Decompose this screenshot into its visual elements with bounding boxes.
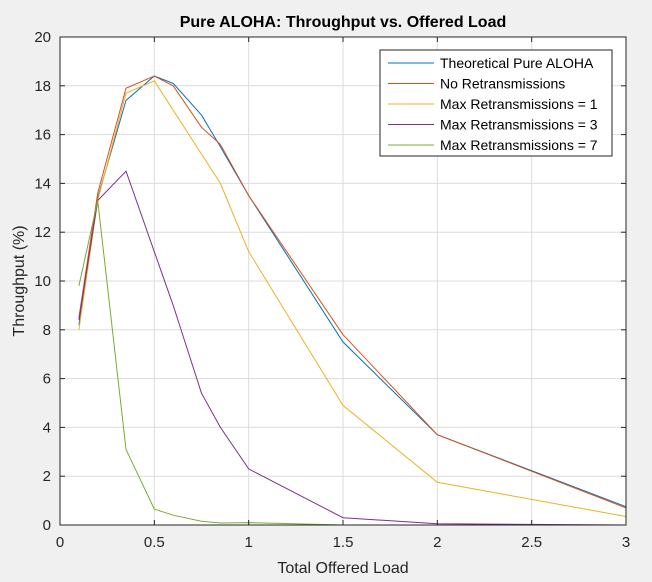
series-line-4 [78, 170, 627, 526]
y-tick-label: 16 [34, 127, 51, 144]
x-tick-label: 1 [244, 534, 252, 551]
series-line-3 [78, 80, 627, 517]
legend-label-5: Max Retransmissions = 7 [440, 137, 598, 153]
y-tick-label: 12 [34, 224, 51, 241]
y-tick-label: 0 [43, 517, 51, 534]
y-tick-label: 18 [34, 78, 51, 95]
series-lines [78, 75, 627, 526]
chart-title: Pure ALOHA: Throughput vs. Offered Load [180, 14, 507, 31]
x-tick-label: 1.5 [333, 534, 354, 551]
axis-ticks [59, 36, 627, 526]
x-axis-label: Total Offered Load [277, 560, 408, 577]
series-line-1 [78, 75, 627, 508]
legend-label-2: No Retransmissions [440, 76, 565, 92]
y-tick-label: 6 [43, 371, 51, 388]
x-tick-label: 3 [622, 534, 630, 551]
y-tick-label: 14 [34, 175, 51, 192]
legend-label-3: Max Retransmissions = 1 [440, 96, 598, 112]
legend-label-4: Max Retransmissions = 3 [440, 117, 598, 133]
y-tick-label: 4 [43, 419, 51, 436]
x-tick-labels: 0 0.5 1 1.5 2 2.5 3 [56, 534, 630, 551]
y-tick-label: 8 [43, 322, 51, 339]
y-axis-label: Throughput (%) [11, 225, 28, 336]
legend-box [379, 49, 613, 157]
x-tick-label: 2 [433, 534, 441, 551]
legend: Theoretical Pure ALOHA No Retransmissions… [379, 49, 613, 157]
x-tick-label: 0 [56, 534, 64, 551]
y-tick-label: 10 [34, 273, 51, 290]
y-tick-labels: 0 2 4 6 8 10 12 14 16 18 20 [34, 29, 51, 534]
x-tick-label: 0.5 [144, 534, 165, 551]
x-tick-label: 2.5 [521, 534, 542, 551]
y-tick-label: 20 [34, 29, 51, 46]
series-line-2 [78, 75, 627, 509]
y-tick-label: 2 [43, 468, 51, 485]
legend-label-1: Theoretical Pure ALOHA [440, 55, 594, 71]
